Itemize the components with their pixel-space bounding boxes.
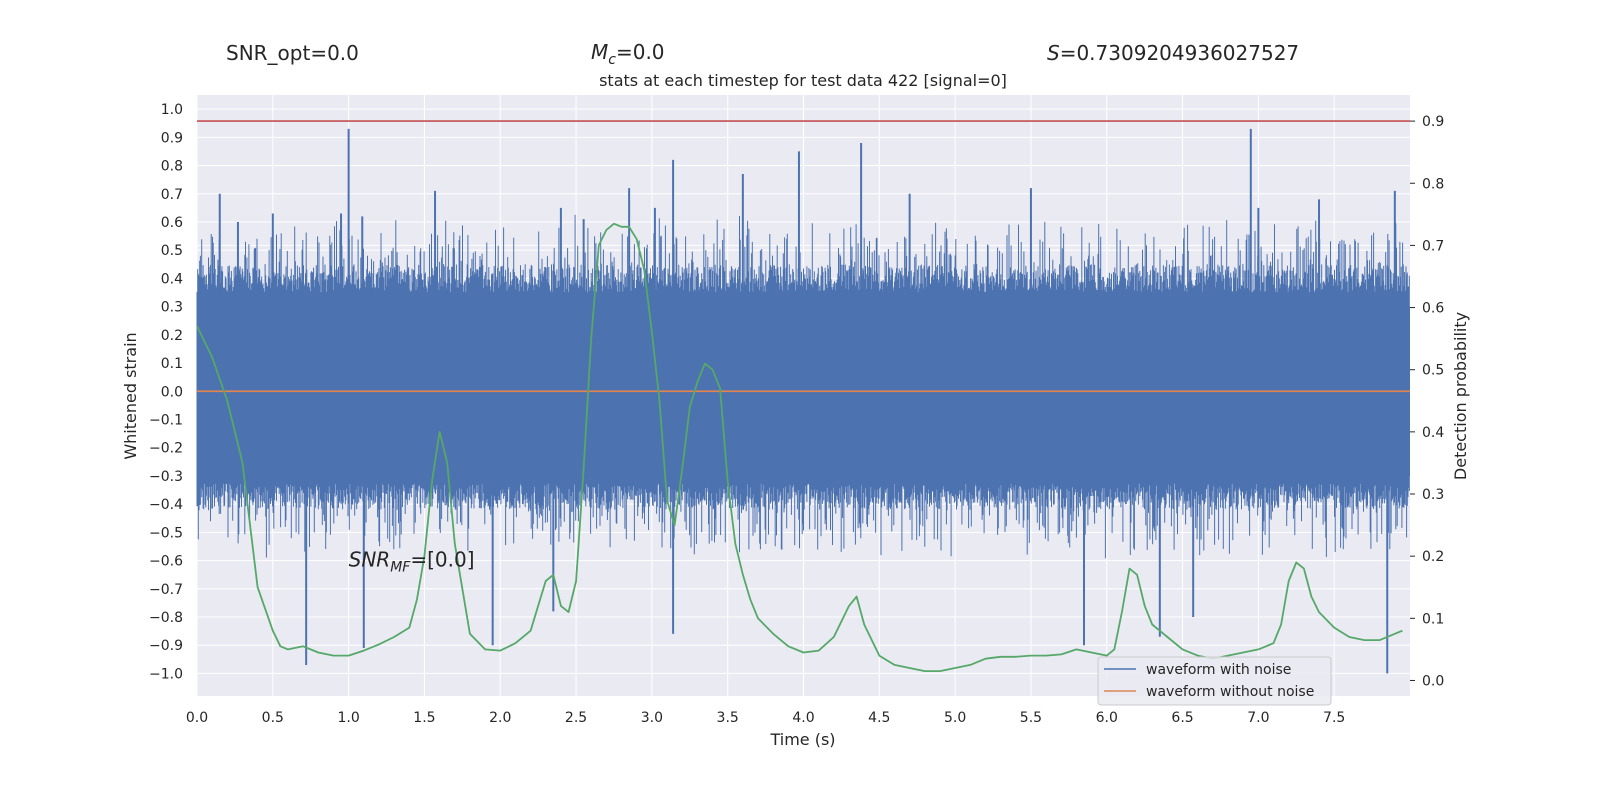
- legend: waveform with noise waveform without noi…: [1097, 656, 1332, 706]
- y-tick-labels-right: 0.0 0.1 0.2 0.3 0.4 0.5 0.6 0.7 0.8 0.9: [1410, 114, 1444, 689]
- y-tick-label-right: 0.7: [1422, 238, 1444, 254]
- legend-label-clean: waveform without noise: [1146, 684, 1314, 700]
- y-axis-label-left: Whitened strain: [121, 332, 140, 459]
- y-tick-label-right: 0.9: [1422, 114, 1444, 130]
- y-tick-label-left: 0.6: [161, 215, 183, 231]
- x-tick-label: 6.5: [1171, 710, 1193, 726]
- y-tick-label-right: 0.0: [1422, 673, 1444, 689]
- y-tick-label-right: 0.8: [1422, 176, 1444, 192]
- y-tick-label-left: 1.0: [161, 102, 183, 118]
- chirp-mass-label: Mc=0.0: [591, 40, 665, 68]
- s-statistic-label: S=0.7309204936027527: [1047, 41, 1299, 65]
- y-tick-label-right: 0.1: [1422, 611, 1444, 627]
- y-tick-label-left: −0.4: [149, 497, 183, 513]
- y-tick-label-left: −0.6: [149, 554, 183, 570]
- y-tick-label-right: 0.2: [1422, 549, 1444, 565]
- snr-mf-annotation: SNRMF=[0.0]: [349, 548, 475, 576]
- x-tick-labels: 0.0 0.5 1.0 1.5 2.0 2.5 3.0 3.5 4.0 4.5 5.0 5.5 6.0 6…: [186, 710, 1345, 726]
- detection-probability-series: [196, 222, 1403, 672]
- x-tick-label: 7.5: [1323, 710, 1345, 726]
- y-axis-label-right: Detection probability: [1451, 312, 1470, 480]
- x-tick-label: 1.5: [413, 710, 435, 726]
- x-tick-label: 0.5: [262, 710, 284, 726]
- y-tick-label-right: 0.5: [1422, 363, 1444, 379]
- legend-label-noise: waveform with noise: [1146, 662, 1291, 678]
- y-tick-label-right: 0.3: [1422, 487, 1444, 503]
- y-tick-label-right: 0.6: [1422, 301, 1444, 317]
- x-axis-label: Time (s): [769, 730, 835, 749]
- noise-trace: [196, 214, 1410, 559]
- y-tick-label-left: 0.8: [161, 159, 183, 175]
- x-tick-label: 1.0: [337, 710, 359, 726]
- x-tick-label: 7.0: [1247, 710, 1269, 726]
- x-tick-label: 3.0: [641, 710, 663, 726]
- x-tick-label: 4.5: [868, 710, 890, 726]
- y-tick-label-left: −0.5: [149, 525, 183, 541]
- x-tick-label: 3.5: [717, 710, 739, 726]
- x-tick-label: 2.5: [565, 710, 587, 726]
- y-tick-label-left: 0.1: [161, 356, 183, 372]
- y-tick-label-left: 0.2: [161, 328, 183, 344]
- detection-probability-line: [196, 222, 1403, 672]
- x-tick-label: 5.0: [944, 710, 966, 726]
- y-tick-label-left: 0.4: [161, 271, 183, 287]
- y-tick-label-right: 0.4: [1422, 425, 1444, 441]
- snr-opt-label: SNR_opt=0.0: [226, 41, 359, 65]
- x-tick-label: 5.5: [1020, 710, 1042, 726]
- y-tick-label-left: −0.8: [149, 610, 183, 626]
- y-tick-label-left: −0.1: [149, 412, 183, 428]
- y-tick-label-left: −0.2: [149, 441, 183, 457]
- y-tick-label-left: 0.7: [161, 187, 183, 203]
- x-tick-label: 4.0: [792, 710, 814, 726]
- y-tick-label-left: 0.0: [161, 384, 183, 400]
- y-tick-label-left: 0.3: [161, 300, 183, 316]
- y-tick-label-left: −0.3: [149, 469, 183, 485]
- x-tick-label: 6.0: [1096, 710, 1118, 726]
- y-tick-label-left: 0.9: [161, 130, 183, 146]
- chart-title: stats at each timestep for test data 422…: [599, 71, 1007, 90]
- y-tick-label-left: −1.0: [149, 666, 183, 682]
- y-tick-label-left: −0.9: [149, 638, 183, 654]
- y-tick-label-left: −0.7: [149, 582, 183, 598]
- x-tick-label: 0.0: [186, 710, 208, 726]
- y-tick-label-left: 0.5: [161, 243, 183, 259]
- x-tick-label: 2.0: [489, 710, 511, 726]
- y-tick-labels-left: 1.0 0.9 0.8 0.7 0.6 0.5 0.4 0.3 0.2 0.1 0.0 −0.1 −0.…: [149, 102, 183, 682]
- legend-box: [1097, 656, 1332, 706]
